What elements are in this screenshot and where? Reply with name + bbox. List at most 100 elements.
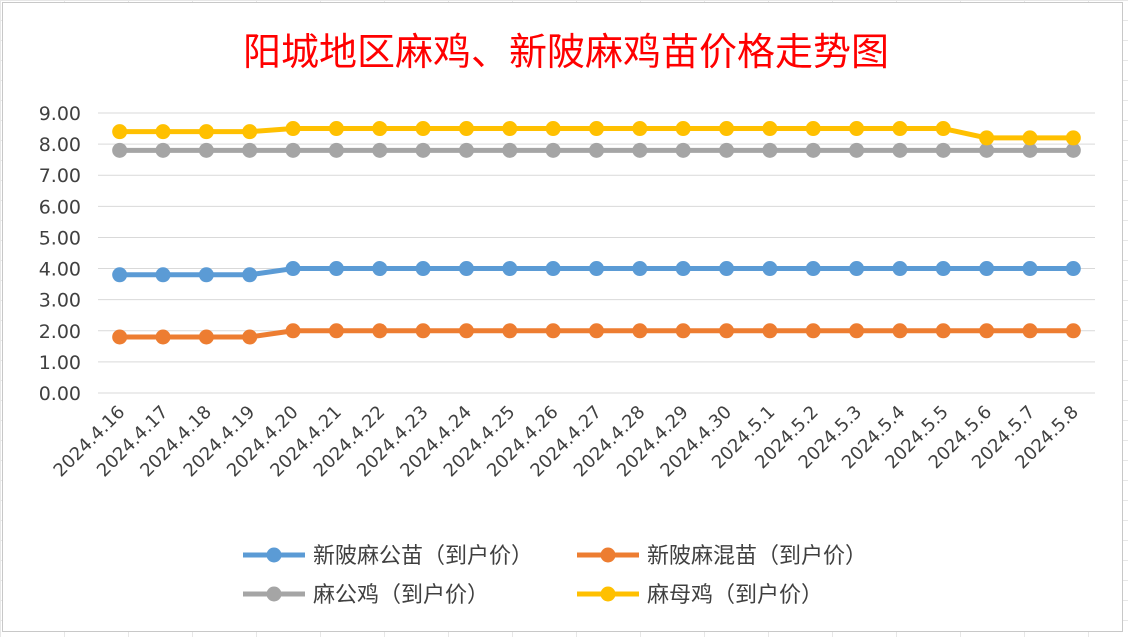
data-point[interactable] xyxy=(719,142,735,158)
data-point[interactable] xyxy=(328,261,344,277)
data-point[interactable] xyxy=(285,121,301,137)
data-point[interactable] xyxy=(198,124,214,140)
data-point[interactable] xyxy=(458,323,474,339)
data-point[interactable] xyxy=(112,142,128,158)
data-point[interactable] xyxy=(849,121,865,137)
data-point[interactable] xyxy=(979,130,995,146)
data-point[interactable] xyxy=(935,261,951,277)
data-point[interactable] xyxy=(892,142,908,158)
data-point[interactable] xyxy=(979,323,995,339)
data-point[interactable] xyxy=(719,323,735,339)
data-point[interactable] xyxy=(1022,261,1038,277)
data-point[interactable] xyxy=(762,142,778,158)
data-point[interactable] xyxy=(372,121,388,137)
data-point[interactable] xyxy=(458,261,474,277)
data-point[interactable] xyxy=(328,323,344,339)
data-point[interactable] xyxy=(155,142,171,158)
data-point[interactable] xyxy=(892,121,908,137)
data-point[interactable] xyxy=(502,323,518,339)
data-point[interactable] xyxy=(112,267,128,283)
data-point[interactable] xyxy=(1065,142,1081,158)
data-point[interactable] xyxy=(1065,261,1081,277)
data-point[interactable] xyxy=(545,323,561,339)
data-point[interactable] xyxy=(675,323,691,339)
data-point[interactable] xyxy=(632,142,648,158)
data-point[interactable] xyxy=(805,121,821,137)
data-point[interactable] xyxy=(849,261,865,277)
data-point[interactable] xyxy=(935,323,951,339)
data-point[interactable] xyxy=(719,121,735,137)
data-point[interactable] xyxy=(458,121,474,137)
data-point[interactable] xyxy=(675,121,691,137)
data-point[interactable] xyxy=(805,323,821,339)
data-point[interactable] xyxy=(675,142,691,158)
data-point[interactable] xyxy=(372,142,388,158)
data-point[interactable] xyxy=(719,261,735,277)
data-point[interactable] xyxy=(242,124,258,140)
series-4 xyxy=(112,121,1081,146)
data-point[interactable] xyxy=(849,142,865,158)
data-point[interactable] xyxy=(675,261,691,277)
data-point[interactable] xyxy=(589,323,604,339)
data-point[interactable] xyxy=(762,261,778,277)
data-point[interactable] xyxy=(805,261,821,277)
data-point[interactable] xyxy=(415,121,431,137)
data-point[interactable] xyxy=(285,142,301,158)
data-point[interactable] xyxy=(1022,323,1038,339)
data-point[interactable] xyxy=(632,121,648,137)
data-point[interactable] xyxy=(415,142,431,158)
data-point[interactable] xyxy=(589,121,604,137)
data-point[interactable] xyxy=(155,267,171,283)
data-point[interactable] xyxy=(1065,323,1081,339)
data-point[interactable] xyxy=(762,323,778,339)
data-point[interactable] xyxy=(372,323,388,339)
data-point[interactable] xyxy=(328,121,344,137)
data-point[interactable] xyxy=(198,142,214,158)
data-point[interactable] xyxy=(545,261,561,277)
data-point[interactable] xyxy=(155,329,171,345)
data-point[interactable] xyxy=(198,267,214,283)
data-point[interactable] xyxy=(242,267,258,283)
data-point[interactable] xyxy=(502,261,518,277)
data-point[interactable] xyxy=(632,261,648,277)
data-point[interactable] xyxy=(589,142,604,158)
data-point[interactable] xyxy=(112,124,128,140)
legend-item[interactable]: 麻母鸡（到户价） xyxy=(577,583,823,608)
data-point[interactable] xyxy=(545,121,561,137)
data-point[interactable] xyxy=(415,261,431,277)
legend-item[interactable]: 新陂麻公苗（到户价） xyxy=(243,544,533,569)
data-point[interactable] xyxy=(762,121,778,137)
data-point[interactable] xyxy=(372,261,388,277)
data-point[interactable] xyxy=(285,323,301,339)
data-point[interactable] xyxy=(979,142,995,158)
data-point[interactable] xyxy=(502,121,518,137)
data-point[interactable] xyxy=(1022,130,1038,146)
data-point[interactable] xyxy=(892,261,908,277)
data-point[interactable] xyxy=(242,329,258,345)
data-point[interactable] xyxy=(545,142,561,158)
data-point[interactable] xyxy=(502,142,518,158)
data-point[interactable] xyxy=(328,142,344,158)
data-point[interactable] xyxy=(1065,130,1081,146)
data-point[interactable] xyxy=(805,142,821,158)
data-point[interactable] xyxy=(415,323,431,339)
data-point[interactable] xyxy=(935,142,951,158)
data-point[interactable] xyxy=(849,323,865,339)
y-axis-ticks: 9.00 8.00 7.00 6.00 5.00 4.00 3.00 2.00 1.00 0.00 xyxy=(39,103,81,405)
data-point[interactable] xyxy=(112,329,128,345)
legend-item[interactable]: 麻公鸡（到户价） xyxy=(243,583,489,608)
data-point[interactable] xyxy=(632,323,648,339)
legend-item[interactable]: 新陂麻混苗（到户价） xyxy=(577,544,867,569)
legend[interactable]: 新陂麻公苗（到户价） 新陂麻混苗（到户价） 麻公鸡（到户价） 麻母鸡（到户价） xyxy=(243,544,867,608)
data-point[interactable] xyxy=(979,261,995,277)
data-point[interactable] xyxy=(285,261,301,277)
data-point[interactable] xyxy=(935,121,951,137)
data-point[interactable] xyxy=(242,142,258,158)
data-point[interactable] xyxy=(458,142,474,158)
data-point[interactable] xyxy=(589,261,604,277)
data-point[interactable] xyxy=(198,329,214,345)
data-point[interactable] xyxy=(892,323,908,339)
data-point[interactable] xyxy=(155,124,171,140)
data-point[interactable] xyxy=(1022,142,1038,158)
